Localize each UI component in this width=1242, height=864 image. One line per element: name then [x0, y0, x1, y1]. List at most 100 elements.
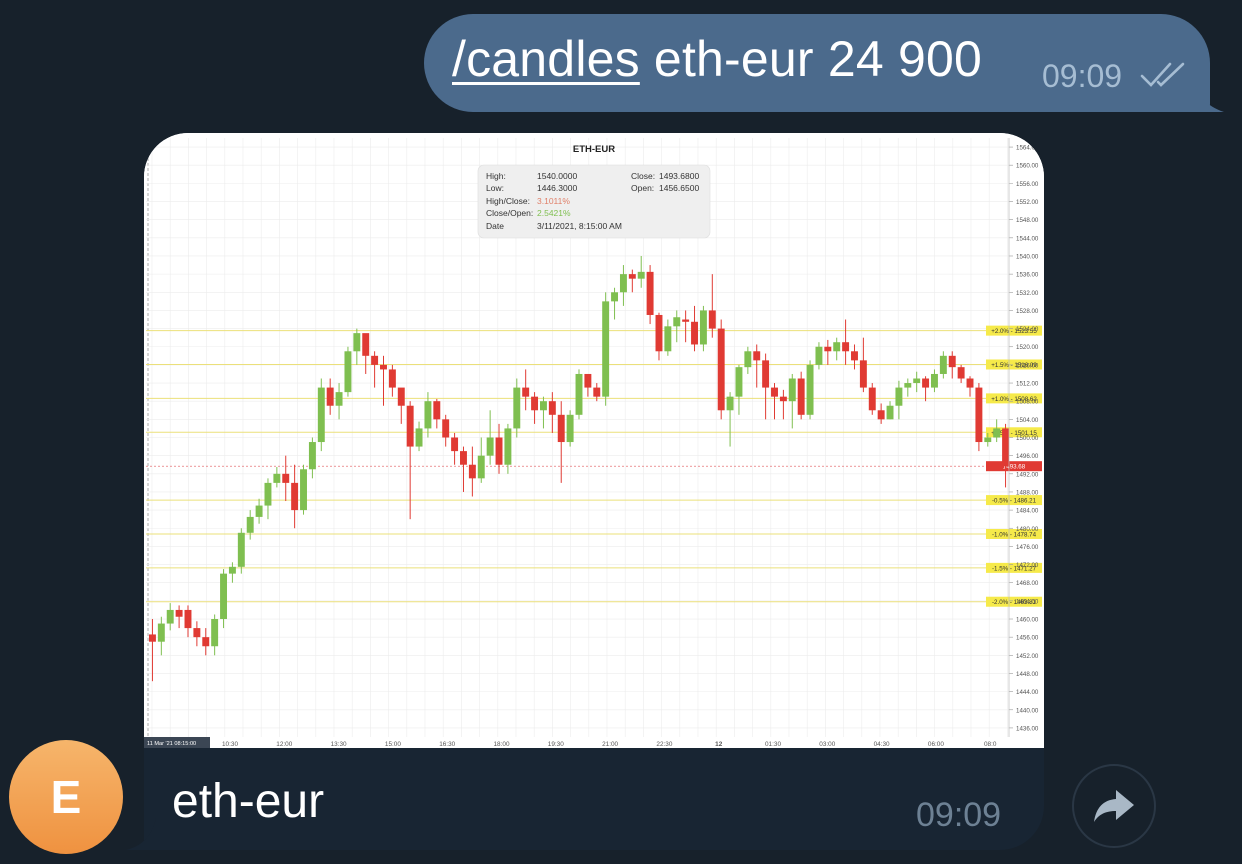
candle-body: [735, 367, 743, 397]
candle-body: [922, 378, 930, 388]
share-button[interactable]: [1072, 764, 1156, 848]
y-tick-label: 1484.00: [1016, 508, 1039, 515]
outgoing-message-text: /candles eth-eur 24 900: [452, 30, 982, 88]
y-tick-label: 1476.00: [1016, 544, 1039, 551]
candle-body: [228, 566, 236, 574]
tooltip-date-value: 3/11/2021, 8:15:00 AM: [537, 221, 622, 231]
y-tick-label: 1520.00: [1016, 344, 1039, 351]
candle-body: [824, 346, 832, 352]
tooltip-box: [477, 164, 711, 239]
y-tick-label: 1544.00: [1016, 235, 1039, 242]
level-label-box: [986, 528, 1042, 539]
candle-body: [451, 437, 459, 452]
candle-body: [806, 364, 814, 415]
x-tick-label: 12:00: [276, 741, 292, 748]
tooltip-open-value: 1456.6500: [659, 183, 699, 193]
tooltip-high-label: High:: [486, 171, 506, 181]
y-tick-label: 1560.00: [1016, 163, 1039, 170]
x-tick-label: 13:30: [331, 741, 347, 748]
candle-body: [1002, 428, 1010, 467]
y-tick-label: 1540.00: [1016, 253, 1039, 260]
candle-body: [699, 310, 707, 345]
x-tick-label: 16:30: [439, 741, 455, 748]
y-tick-label: 1480.00: [1016, 526, 1039, 533]
candle-body: [779, 396, 787, 402]
y-tick-label: 1564.00: [1016, 145, 1039, 152]
level-label: +1.5% - 1516.09: [991, 362, 1037, 369]
candle-body: [851, 351, 858, 361]
y-tick-label: 1448.00: [1016, 671, 1039, 678]
x-tick-label: 19:30: [548, 741, 564, 748]
incoming-caption-bubble[interactable]: [144, 748, 1044, 850]
candle-body: [868, 387, 876, 411]
candle-body: [664, 326, 672, 352]
candle-body: [886, 405, 894, 420]
outgoing-message-bubble[interactable]: [424, 14, 1210, 112]
candle-body: [993, 428, 1001, 438]
candle-body: [273, 473, 281, 483]
candle-body: [184, 609, 192, 629]
y-tick-label: 1452.00: [1016, 653, 1039, 660]
sender-avatar[interactable]: E: [9, 740, 123, 854]
candle-body: [557, 414, 565, 443]
command-link[interactable]: /candles: [452, 31, 640, 87]
candle-body: [371, 355, 379, 365]
tooltip-high-value: 1540.0000: [537, 171, 577, 181]
x-tick-label: 21:00: [602, 741, 618, 748]
current-price-box: [986, 461, 1042, 472]
outgoing-bubble-tail: [1192, 76, 1224, 112]
incoming-time: 09:09: [916, 796, 1002, 834]
current-price-label: 1493.68: [1003, 464, 1026, 471]
candle-body: [762, 360, 770, 388]
candle-body: [957, 367, 965, 379]
double-check-icon: [1140, 62, 1185, 87]
candle-body: [859, 360, 867, 388]
y-tick-label: 1552.00: [1016, 199, 1039, 206]
tooltip-close-value: 1493.6800: [659, 171, 699, 181]
candle-body: [148, 634, 156, 642]
y-tick-label: 1492.00: [1016, 471, 1039, 478]
chart-photo[interactable]: +2.0% - 1523.55 +1.5% - 1516.09 +1.0% - 15…: [144, 133, 1044, 748]
candle-body: [202, 637, 210, 647]
candle-body: [522, 387, 530, 397]
chart-tooltip: High: 1540.0000 Close: 1493.6800 Low: 14…: [477, 164, 711, 239]
candle-body: [877, 410, 885, 420]
level-label-box: [986, 325, 1042, 336]
candle-body: [495, 437, 503, 465]
y-tick-label: 1468.00: [1016, 580, 1039, 587]
candle-body: [691, 321, 698, 345]
candle-body: [913, 378, 921, 384]
candle-body: [531, 396, 539, 411]
candle-body: [237, 532, 245, 567]
candle-body: [513, 387, 521, 429]
candle-body: [397, 387, 405, 406]
candle-body: [966, 378, 974, 388]
y-tick-label: 1500.00: [1016, 435, 1039, 442]
candle-body: [717, 328, 725, 411]
candle-body: [477, 455, 485, 479]
candle-body: [682, 319, 690, 322]
candle-body: [246, 516, 254, 533]
tooltip-close-open-value: 2.5421%: [537, 208, 571, 218]
x-tick-label: 18:00: [494, 741, 510, 748]
candle-body: [157, 623, 165, 642]
candle-body: [326, 387, 334, 406]
candle-body: [362, 333, 370, 356]
candle-body: [930, 373, 938, 388]
candle-body: [575, 373, 583, 415]
chart-title: ETH-EUR: [573, 144, 615, 155]
level-label-box: [986, 359, 1042, 370]
x-start-label-box: [144, 737, 210, 748]
x-tick-label: 06:00: [928, 741, 944, 748]
candle-body: [833, 342, 841, 352]
candle-body: [744, 351, 752, 368]
candle-body: [975, 387, 983, 443]
candle-body: [655, 314, 663, 352]
y-tick-label: 1508.00: [1016, 399, 1039, 406]
percent-levels: +2.0% - 1523.55 +1.5% - 1516.09 +1.0% - 15…: [146, 325, 1042, 607]
x-tick-label: 15:00: [385, 741, 401, 748]
candle-body: [948, 355, 956, 368]
x-tick-label: 22:30: [656, 741, 672, 748]
x-axis: 10:30 12:00 13:30 15:00 16:30 18:00 19:30 21:00…: [144, 737, 997, 748]
y-tick-label: 1548.00: [1016, 217, 1039, 224]
